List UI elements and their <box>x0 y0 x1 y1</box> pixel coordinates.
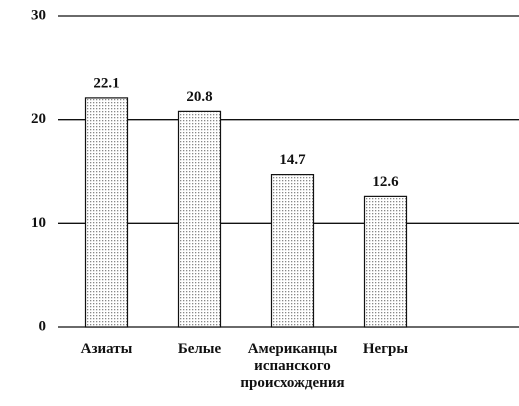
x-tick-label: Азиаты <box>80 341 133 357</box>
x-tick-label: Белые <box>177 341 222 357</box>
y-tick-label: 10 <box>31 215 46 231</box>
value-label: 12.6 <box>372 174 399 190</box>
bar <box>84 97 129 328</box>
y-tick-label: 0 <box>39 318 47 334</box>
x-tick-label: Негры <box>362 341 409 357</box>
value-label: 22.1 <box>93 75 119 91</box>
x-tick-label: Американцы испанского происхождения <box>240 341 345 391</box>
y-tick-label: 30 <box>31 7 46 23</box>
value-label: 20.8 <box>186 89 212 105</box>
y-tick-label: 20 <box>31 111 46 127</box>
value-label: 14.7 <box>279 152 306 168</box>
bar <box>363 195 408 328</box>
bar <box>270 174 315 328</box>
bar <box>177 110 222 328</box>
